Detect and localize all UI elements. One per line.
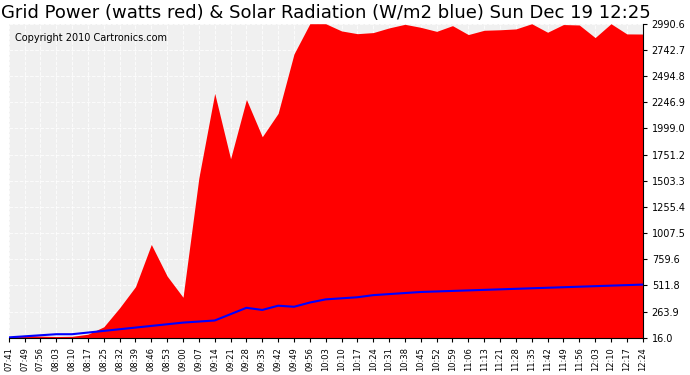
Title: Grid Power (watts red) & Solar Radiation (W/m2 blue) Sun Dec 19 12:25: Grid Power (watts red) & Solar Radiation… [1,4,651,22]
Text: Copyright 2010 Cartronics.com: Copyright 2010 Cartronics.com [15,33,167,43]
